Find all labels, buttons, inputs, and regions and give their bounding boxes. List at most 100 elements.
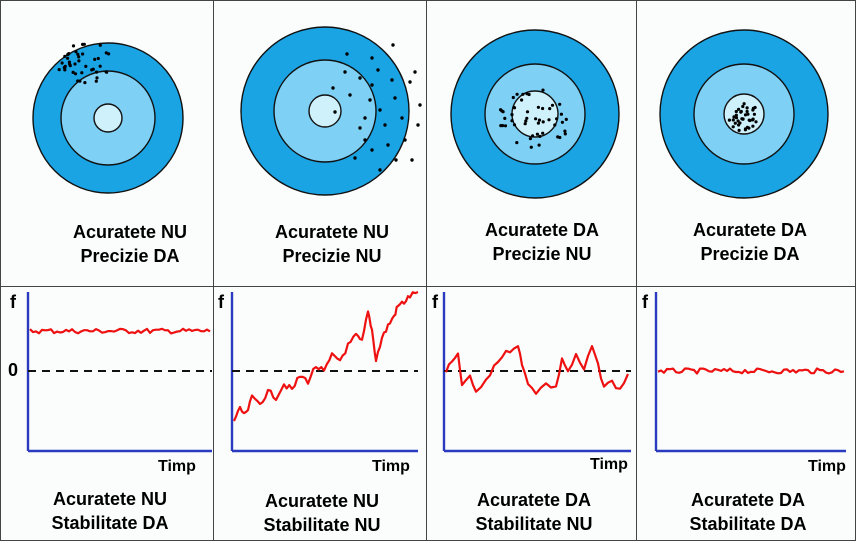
hit-dot — [383, 123, 387, 127]
hit-dot — [63, 54, 67, 58]
hit-dot — [523, 122, 527, 126]
graph-4-y-label: f — [642, 292, 648, 312]
hit-dot — [739, 109, 743, 114]
hit-dot — [753, 105, 757, 110]
target-hits — [57, 42, 111, 85]
hit-dot — [60, 61, 64, 65]
hit-dot — [541, 88, 545, 92]
hit-dot — [74, 50, 78, 54]
hit-dot — [521, 92, 525, 96]
signal-trace — [657, 367, 845, 375]
hit-dot — [353, 156, 357, 160]
hit-dot — [741, 104, 745, 109]
hit-dot — [394, 158, 398, 162]
hit-dot — [83, 81, 87, 85]
hit-dot — [524, 119, 528, 123]
hit-dot — [94, 79, 98, 83]
graph-2-x-label: Timp — [372, 458, 410, 475]
hit-dot — [558, 102, 562, 106]
hit-dot — [68, 62, 72, 66]
hit-dot — [98, 64, 102, 68]
hit-dot — [403, 138, 407, 142]
target-2-caption: Acuratete NU Precizie NU — [242, 220, 422, 268]
hit-dot — [537, 143, 541, 147]
hit-dot — [748, 118, 752, 123]
hit-dot — [376, 68, 380, 72]
graph-3-x-label: Timp — [590, 456, 628, 473]
hit-dot — [528, 137, 533, 141]
hit-dot — [96, 56, 100, 61]
hit-dot — [370, 83, 374, 87]
hit-dot — [499, 108, 503, 112]
hit-dot — [541, 120, 545, 124]
target-4 — [659, 29, 829, 199]
hit-dot — [535, 132, 540, 136]
hit-dot — [548, 107, 552, 111]
hit-dot — [93, 57, 97, 62]
graph-3-y-label: f — [432, 292, 438, 312]
hit-dot — [510, 119, 514, 123]
hit-dot — [84, 64, 88, 68]
target-3-caption: Acuratete DA Precizie NU — [452, 218, 632, 266]
target-1 — [32, 42, 184, 194]
graph-1-y-label: f — [10, 292, 16, 312]
hit-dot — [343, 70, 347, 74]
hit-dot — [66, 56, 70, 60]
hit-dot — [512, 105, 516, 109]
hit-dot — [541, 131, 545, 135]
hit-dot — [743, 127, 748, 131]
hit-dot — [559, 112, 564, 116]
hit-dot — [368, 98, 372, 102]
hit-dot — [537, 118, 542, 122]
hit-dot — [553, 123, 557, 127]
hit-dot — [73, 72, 78, 76]
target-hits — [499, 88, 568, 149]
hit-dot — [363, 138, 367, 142]
graph-4-caption: Acuratete DA Stabilitate DA — [658, 488, 838, 536]
hit-dot — [104, 51, 108, 55]
graph-2-accuracy: Acuratete NU — [264, 491, 380, 511]
hit-dot — [520, 98, 524, 102]
hit-dot — [90, 68, 94, 72]
hit-dot — [745, 109, 749, 114]
hit-dot — [734, 113, 738, 117]
hit-dot — [731, 125, 735, 129]
hit-dot — [499, 124, 503, 128]
target-4-accuracy: Acuratete DA — [692, 220, 808, 240]
graph-1 — [26, 292, 212, 453]
hit-dot — [78, 79, 82, 83]
target-3-accuracy: Acuratete DA — [484, 220, 600, 240]
target-bullseye — [723, 93, 765, 135]
hit-dot — [742, 102, 746, 106]
hit-dot — [737, 107, 741, 111]
target-2-accuracy: Acuratete NU — [274, 222, 390, 242]
graph-2-caption: Acuratete NU Stabilitate NU — [232, 489, 412, 537]
hit-dot — [370, 56, 374, 60]
hit-dot — [538, 134, 542, 138]
graph-2 — [230, 290, 419, 453]
hit-dot — [733, 121, 737, 125]
graph-4 — [654, 292, 846, 453]
graph-3-accuracy: Acuratete DA — [476, 490, 592, 510]
graph-1-accuracy: Acuratete NU — [52, 489, 168, 509]
hit-dot — [81, 52, 85, 56]
target-1-caption: Acuratete NU Precizie DA — [40, 220, 220, 268]
graph-1-x-label: Timp — [158, 458, 196, 475]
hit-dot — [393, 96, 397, 100]
hit-dot — [390, 78, 394, 82]
hit-dot — [358, 76, 362, 80]
target-1-precision: Precizie DA — [80, 246, 180, 266]
hit-dot — [512, 123, 517, 127]
hit-dot — [534, 117, 538, 121]
hit-dot — [71, 70, 75, 74]
target-4-precision: Precizie DA — [700, 244, 800, 264]
hit-dot — [413, 70, 417, 74]
graph-1-zero-label: 0 — [8, 360, 19, 380]
hit-dot — [751, 124, 755, 128]
hit-dot — [527, 92, 531, 97]
hit-dot — [105, 70, 109, 74]
target-bullseye — [511, 90, 559, 138]
graph-1-caption: Acuratete NU Stabilitate DA — [20, 487, 200, 535]
graph-1-stability: Stabilitate DA — [51, 513, 169, 533]
graph-3 — [442, 292, 631, 453]
